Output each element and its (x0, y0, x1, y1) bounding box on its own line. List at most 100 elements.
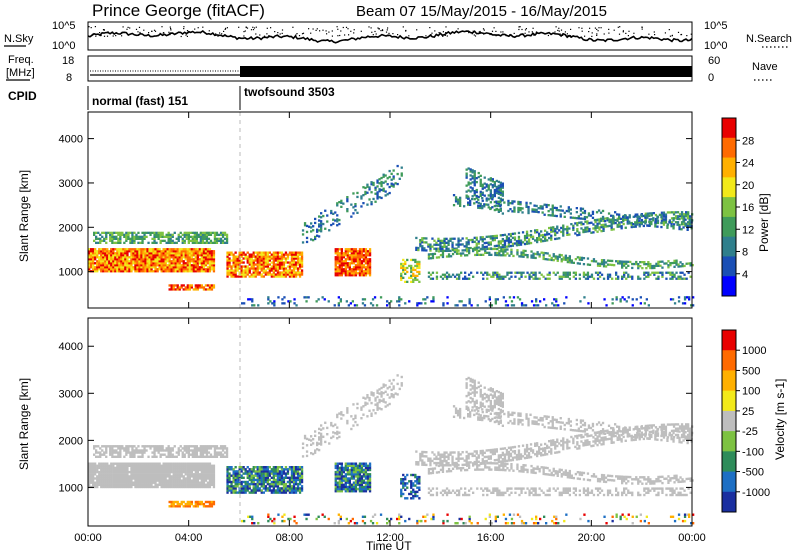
power-cell (168, 252, 171, 255)
power-cell (437, 243, 440, 246)
power-cell (606, 275, 610, 278)
power-cell (544, 233, 547, 236)
velocity-cell (174, 477, 177, 480)
power-cell (296, 253, 300, 256)
power-cell (662, 211, 666, 214)
velocity-cell (228, 476, 231, 479)
velocity-cell (146, 479, 149, 482)
velocity-cell (236, 472, 239, 475)
velocity-cell (200, 477, 203, 480)
power-cell (156, 252, 159, 255)
velocity-cell (190, 473, 193, 476)
power-cell (469, 174, 472, 177)
power-cell (599, 217, 603, 220)
power-cell (384, 174, 387, 177)
power-cell (282, 255, 286, 258)
velocity-cell (212, 470, 216, 474)
velocity-cell (124, 464, 127, 467)
power-cell (252, 275, 255, 278)
power-cell (135, 235, 138, 238)
velocity-cell (102, 473, 105, 476)
velocity-cell (184, 502, 187, 506)
power-cell (108, 250, 111, 253)
power-cell (278, 267, 282, 270)
power-cell (298, 271, 302, 274)
velocity-cell (128, 470, 131, 474)
velocity-cell (196, 477, 199, 480)
power-cell (292, 265, 296, 268)
power-cell (316, 234, 319, 237)
velocity-cell (112, 464, 115, 467)
power-cell (121, 233, 124, 236)
power-cell (566, 227, 569, 230)
nsearch-point (617, 26, 619, 28)
power-cell (386, 300, 389, 303)
power-cell (674, 217, 678, 220)
power-cell (517, 235, 521, 239)
velocity-cell (206, 466, 210, 470)
velocity-cell (182, 477, 185, 480)
velocity-cell (116, 481, 119, 484)
velocity-cell (226, 472, 229, 475)
velocity-cell (228, 485, 231, 488)
velocity-cell (178, 483, 181, 486)
power-cell (105, 231, 108, 234)
nsearch-point (531, 31, 533, 33)
power-cell (170, 284, 173, 287)
power-cell (479, 236, 482, 239)
power-cell (509, 232, 513, 236)
power-cell (429, 253, 433, 256)
power-cell (240, 259, 243, 262)
power-cell (278, 273, 282, 276)
velocity-cell (165, 449, 168, 452)
power-cell (551, 204, 554, 207)
power-cell (539, 300, 542, 303)
power-cell (427, 275, 431, 278)
velocity-cell (88, 462, 91, 465)
power-cell (550, 258, 553, 262)
power-cell (356, 250, 360, 253)
power-cell (154, 250, 157, 253)
nsearch-point (186, 30, 189, 32)
velocity-cell (117, 455, 120, 458)
power-cell (106, 252, 109, 255)
power-cell (294, 267, 298, 270)
power-cell (400, 166, 403, 169)
nsearch-point (99, 32, 101, 34)
power-cell (463, 205, 466, 208)
power-cell (484, 300, 487, 303)
power-cell (443, 275, 447, 278)
velocity-cell (120, 468, 123, 472)
power-cell (92, 258, 95, 261)
power-cell (687, 217, 690, 220)
power-cell (274, 263, 277, 266)
power-cell (427, 255, 431, 258)
velocity-cell (96, 464, 99, 467)
power-cell (104, 248, 107, 251)
power-cell (431, 245, 434, 248)
power-cell (592, 231, 595, 234)
nsearch-point (199, 32, 202, 34)
power-cell (586, 273, 590, 276)
power-cell (544, 258, 547, 261)
velocity-cell (212, 466, 216, 470)
power-cell (300, 273, 304, 276)
power-cell (469, 201, 472, 204)
power-cell (372, 183, 375, 187)
velocity-cell (100, 462, 103, 465)
power-cell (273, 300, 276, 303)
power-cell (356, 191, 359, 195)
freq-series-twofsound (240, 66, 692, 77)
power-cell (135, 233, 138, 236)
power-cell (270, 267, 273, 270)
velocity-cell (133, 451, 136, 454)
power-cell (166, 250, 169, 253)
power-cell (191, 231, 194, 234)
power-cell (100, 250, 103, 253)
power-cell (356, 258, 360, 261)
power-cell (228, 265, 231, 268)
nsearch-point (100, 34, 102, 37)
power-cell (680, 221, 684, 224)
power-cell (338, 222, 341, 226)
velocity-cell (159, 453, 162, 456)
